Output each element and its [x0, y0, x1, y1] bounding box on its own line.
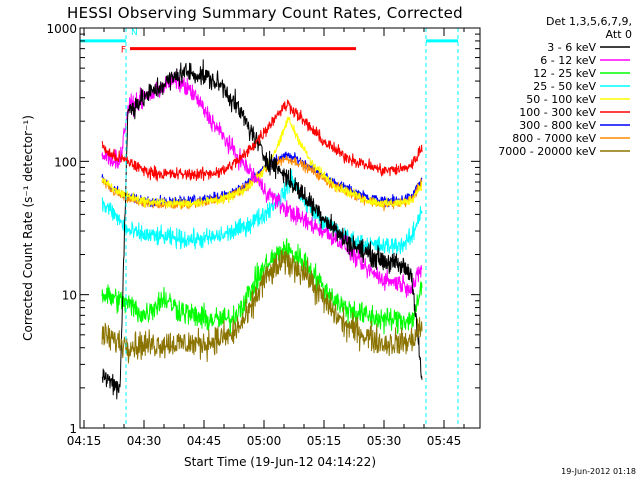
- legend-entry-label: 7000 - 20000 keV: [498, 145, 596, 158]
- legend-entry-label: 800 - 7000 keV: [512, 132, 596, 145]
- chart-title: HESSI Observing Summary Count Rates, Cor…: [67, 4, 463, 22]
- legend-entry-label: 3 - 6 keV: [547, 41, 596, 54]
- y-tick-label: 10: [62, 289, 77, 303]
- y-axis-label: Corrected Count Rate (s⁻¹ detector⁻¹): [21, 115, 35, 341]
- x-tick-label: 04:45: [187, 434, 222, 448]
- y-tick-label: 1000: [46, 22, 77, 36]
- legend-entry-label: 25 - 50 keV: [533, 80, 596, 93]
- flare-flag-label: F: [121, 46, 126, 56]
- night-flag-label: N: [131, 28, 138, 38]
- x-tick-label: 05:30: [367, 434, 402, 448]
- x-tick-label: 05:00: [247, 434, 282, 448]
- x-tick-label: 05:15: [307, 434, 342, 448]
- legend-entry-label: 6 - 12 keV: [540, 54, 596, 67]
- generation-timestamp: 19-Jun-2012 01:18: [561, 467, 636, 476]
- plot-frame: [79, 27, 481, 429]
- y-tick-label: 1: [69, 422, 77, 436]
- y-tick-label: 100: [54, 155, 77, 169]
- series-layer: [101, 59, 423, 400]
- legend-header-line-2: Att 0: [606, 28, 632, 41]
- legend-entry-label: 300 - 800 keV: [519, 119, 596, 132]
- tick-layer: 04:15 04:30 04:45 05:00 05:15 05:30 05:45 1 10 10…: [46, 22, 480, 448]
- legend-header-line-1: Det 1,3,5,6,7,9,: [546, 15, 632, 28]
- x-tick-label: 04:15: [67, 434, 102, 448]
- x-tick-label: 04:30: [127, 434, 162, 448]
- series-line-7000-20000-kev: [101, 249, 423, 364]
- legend-entry-label: 12 - 25 keV: [533, 67, 596, 80]
- legend-entry-label: 100 - 300 keV: [519, 106, 596, 119]
- legend-entry-label: 50 - 100 keV: [526, 93, 596, 106]
- series-line-50-100-kev: [101, 116, 423, 209]
- x-tick-label: 05:45: [427, 434, 462, 448]
- series-line-100-300-kev: [101, 99, 423, 182]
- x-axis-label: Start Time (19-Jun-12 04:14:22): [184, 455, 376, 469]
- series-line-3-6-kev: [101, 59, 423, 400]
- annotation-layer: FN: [79, 28, 459, 428]
